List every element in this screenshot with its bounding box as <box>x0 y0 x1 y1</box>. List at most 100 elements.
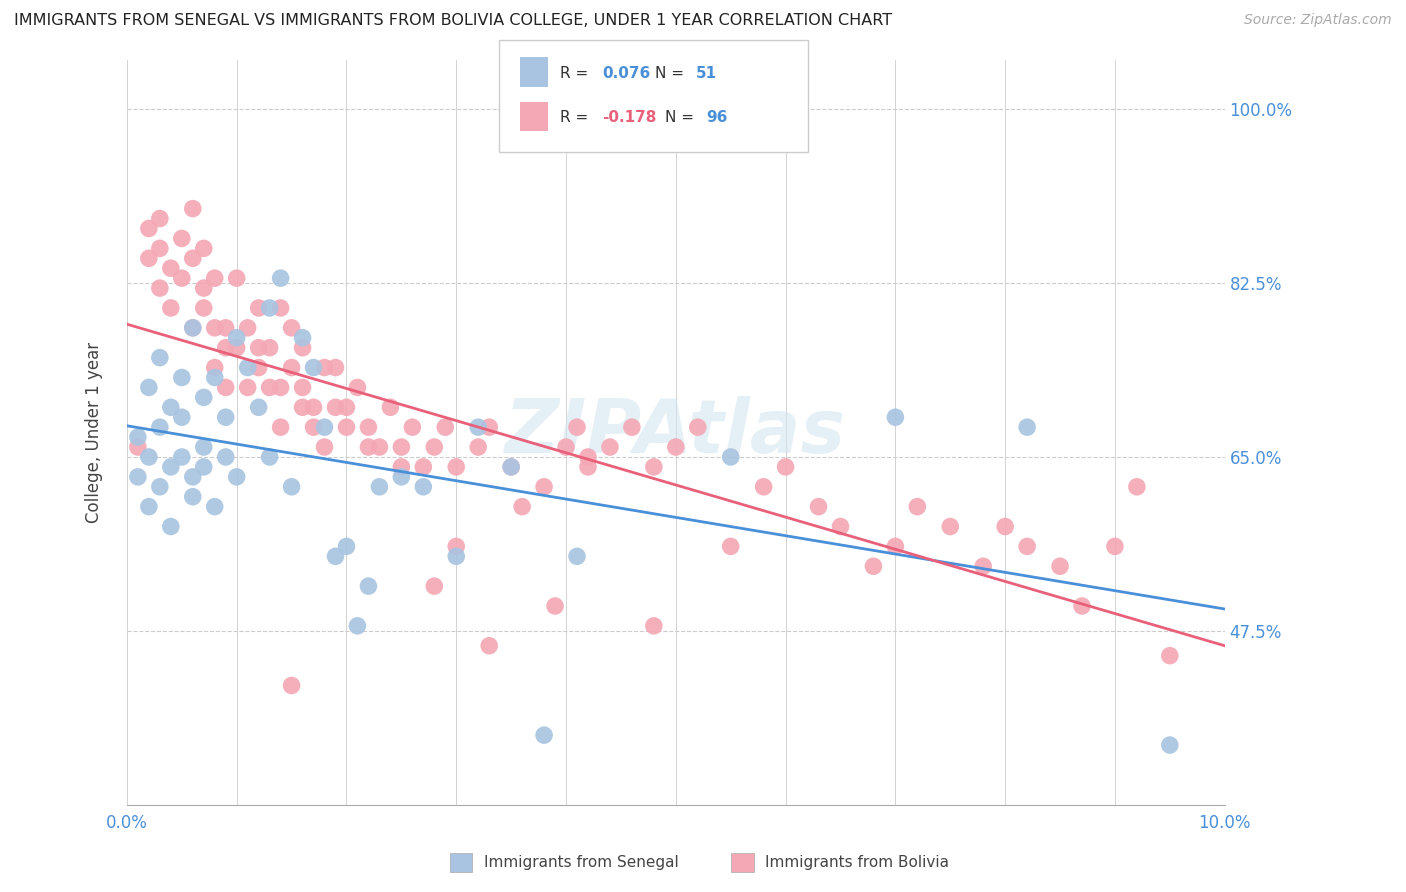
Point <box>314 420 336 434</box>
Point <box>236 321 259 335</box>
Point <box>204 370 226 384</box>
Point <box>720 540 742 554</box>
Point <box>446 549 468 564</box>
Point <box>884 540 907 554</box>
Point <box>302 401 325 415</box>
Point <box>830 519 852 533</box>
Point <box>346 380 368 394</box>
Point <box>1159 738 1181 752</box>
Point <box>380 401 402 415</box>
Point <box>181 321 204 335</box>
Point <box>389 470 412 484</box>
Point <box>423 440 446 454</box>
Point <box>247 301 270 315</box>
Point <box>193 440 215 454</box>
Point <box>1104 540 1126 554</box>
Point <box>1049 559 1071 574</box>
Point <box>181 321 204 335</box>
Point <box>280 678 302 692</box>
Text: ZIPAtlas: ZIPAtlas <box>505 396 846 468</box>
Point <box>1159 648 1181 663</box>
Point <box>302 360 325 375</box>
Point <box>127 440 149 454</box>
Point <box>357 440 380 454</box>
Point <box>270 380 292 394</box>
Point <box>181 202 204 216</box>
Point <box>1017 420 1039 434</box>
Point <box>643 459 665 474</box>
Point <box>225 470 247 484</box>
Point <box>467 420 489 434</box>
Point <box>138 500 160 514</box>
Point <box>215 341 238 355</box>
Text: Source: ZipAtlas.com: Source: ZipAtlas.com <box>1244 13 1392 28</box>
Point <box>291 331 314 345</box>
Point <box>204 500 226 514</box>
Point <box>138 221 160 235</box>
Point <box>357 579 380 593</box>
Point <box>236 380 259 394</box>
Text: 51: 51 <box>696 66 717 80</box>
Point <box>138 252 160 266</box>
Point <box>862 559 884 574</box>
Point <box>138 380 160 394</box>
Point <box>314 360 336 375</box>
Point <box>181 490 204 504</box>
Point <box>478 639 501 653</box>
Point <box>1071 599 1094 613</box>
Point <box>775 459 797 474</box>
Point <box>259 301 281 315</box>
Point <box>939 519 962 533</box>
Point <box>905 500 928 514</box>
Point <box>159 459 181 474</box>
Point <box>325 401 347 415</box>
Point <box>357 420 380 434</box>
Point <box>389 440 412 454</box>
Point <box>291 341 314 355</box>
Point <box>389 459 412 474</box>
Point <box>236 360 259 375</box>
Point <box>159 401 181 415</box>
Point <box>335 401 357 415</box>
Point <box>501 459 523 474</box>
Point <box>170 271 193 285</box>
Point <box>501 459 523 474</box>
Point <box>159 519 181 533</box>
Point <box>204 360 226 375</box>
Text: Immigrants from Senegal: Immigrants from Senegal <box>484 855 679 870</box>
Point <box>401 420 423 434</box>
Point <box>533 728 555 742</box>
Point <box>247 401 270 415</box>
Text: 96: 96 <box>706 111 727 125</box>
Point <box>159 301 181 315</box>
Point <box>193 459 215 474</box>
Point <box>807 500 830 514</box>
Point <box>149 281 172 295</box>
Point <box>423 579 446 593</box>
Point <box>215 410 238 425</box>
Point <box>368 440 391 454</box>
Point <box>149 420 172 434</box>
Point <box>544 599 567 613</box>
Point <box>446 540 468 554</box>
Text: R =: R = <box>560 111 593 125</box>
Point <box>576 459 599 474</box>
Text: N =: N = <box>655 66 689 80</box>
Point <box>138 450 160 464</box>
Point <box>412 480 434 494</box>
Text: 0.076: 0.076 <box>602 66 650 80</box>
Point <box>302 420 325 434</box>
Point <box>565 420 588 434</box>
Text: IMMIGRANTS FROM SENEGAL VS IMMIGRANTS FROM BOLIVIA COLLEGE, UNDER 1 YEAR CORRELA: IMMIGRANTS FROM SENEGAL VS IMMIGRANTS FR… <box>14 13 893 29</box>
Point <box>446 459 468 474</box>
Point <box>259 450 281 464</box>
Point <box>994 519 1017 533</box>
Point <box>467 440 489 454</box>
Point <box>686 420 709 434</box>
Point <box>204 321 226 335</box>
Point <box>159 261 181 276</box>
Point <box>291 380 314 394</box>
Point <box>215 321 238 335</box>
Point <box>1126 480 1149 494</box>
Point <box>752 480 775 494</box>
